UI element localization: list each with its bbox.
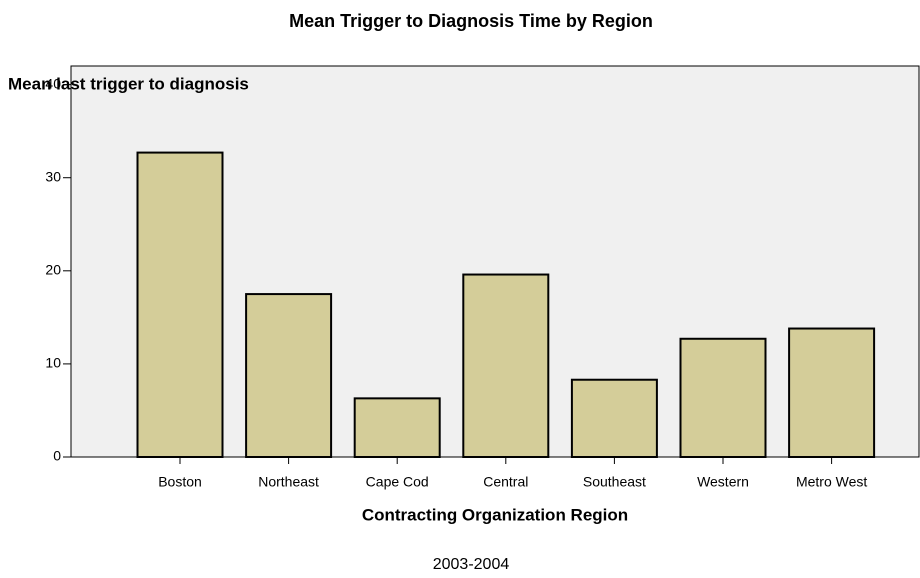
chart-title: Mean Trigger to Diagnosis Time by Region [289,11,653,31]
x-tick-label: Northeast [258,474,319,490]
x-tick-label: Central [483,474,528,490]
y-tick-label: 40 [45,75,61,91]
x-tick-label: Cape Cod [366,474,429,490]
bar [136,151,224,458]
x-axis-title: Contracting Organization Region [362,505,628,524]
bar [462,273,550,458]
bar [788,327,876,458]
bar [245,293,333,459]
y-tick-label: 30 [45,168,61,184]
bar [353,397,441,459]
footnote: 2003-2004 [433,556,510,573]
bar [679,337,767,458]
y-axis-title: Mean last trigger to diagnosis [8,74,249,93]
y-tick-label: 10 [45,355,61,371]
x-tick-label: Boston [158,474,202,490]
x-tick-label: Metro West [796,474,867,490]
bar [570,378,658,459]
x-tick-label: Southeast [583,474,646,490]
y-tick-label: 20 [45,262,61,278]
x-tick-label: Western [697,474,749,490]
y-tick-label: 0 [53,448,61,464]
